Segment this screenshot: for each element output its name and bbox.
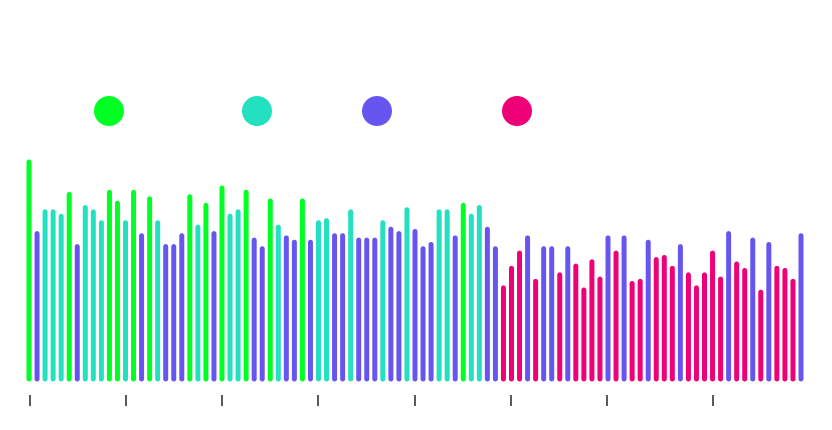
legend-marker	[94, 96, 124, 126]
legend-marker	[242, 96, 272, 126]
x-axis	[29, 395, 714, 406]
legend-marker	[502, 96, 532, 126]
legend	[94, 96, 532, 126]
bars	[26, 159, 804, 382]
legend-marker	[362, 96, 392, 126]
